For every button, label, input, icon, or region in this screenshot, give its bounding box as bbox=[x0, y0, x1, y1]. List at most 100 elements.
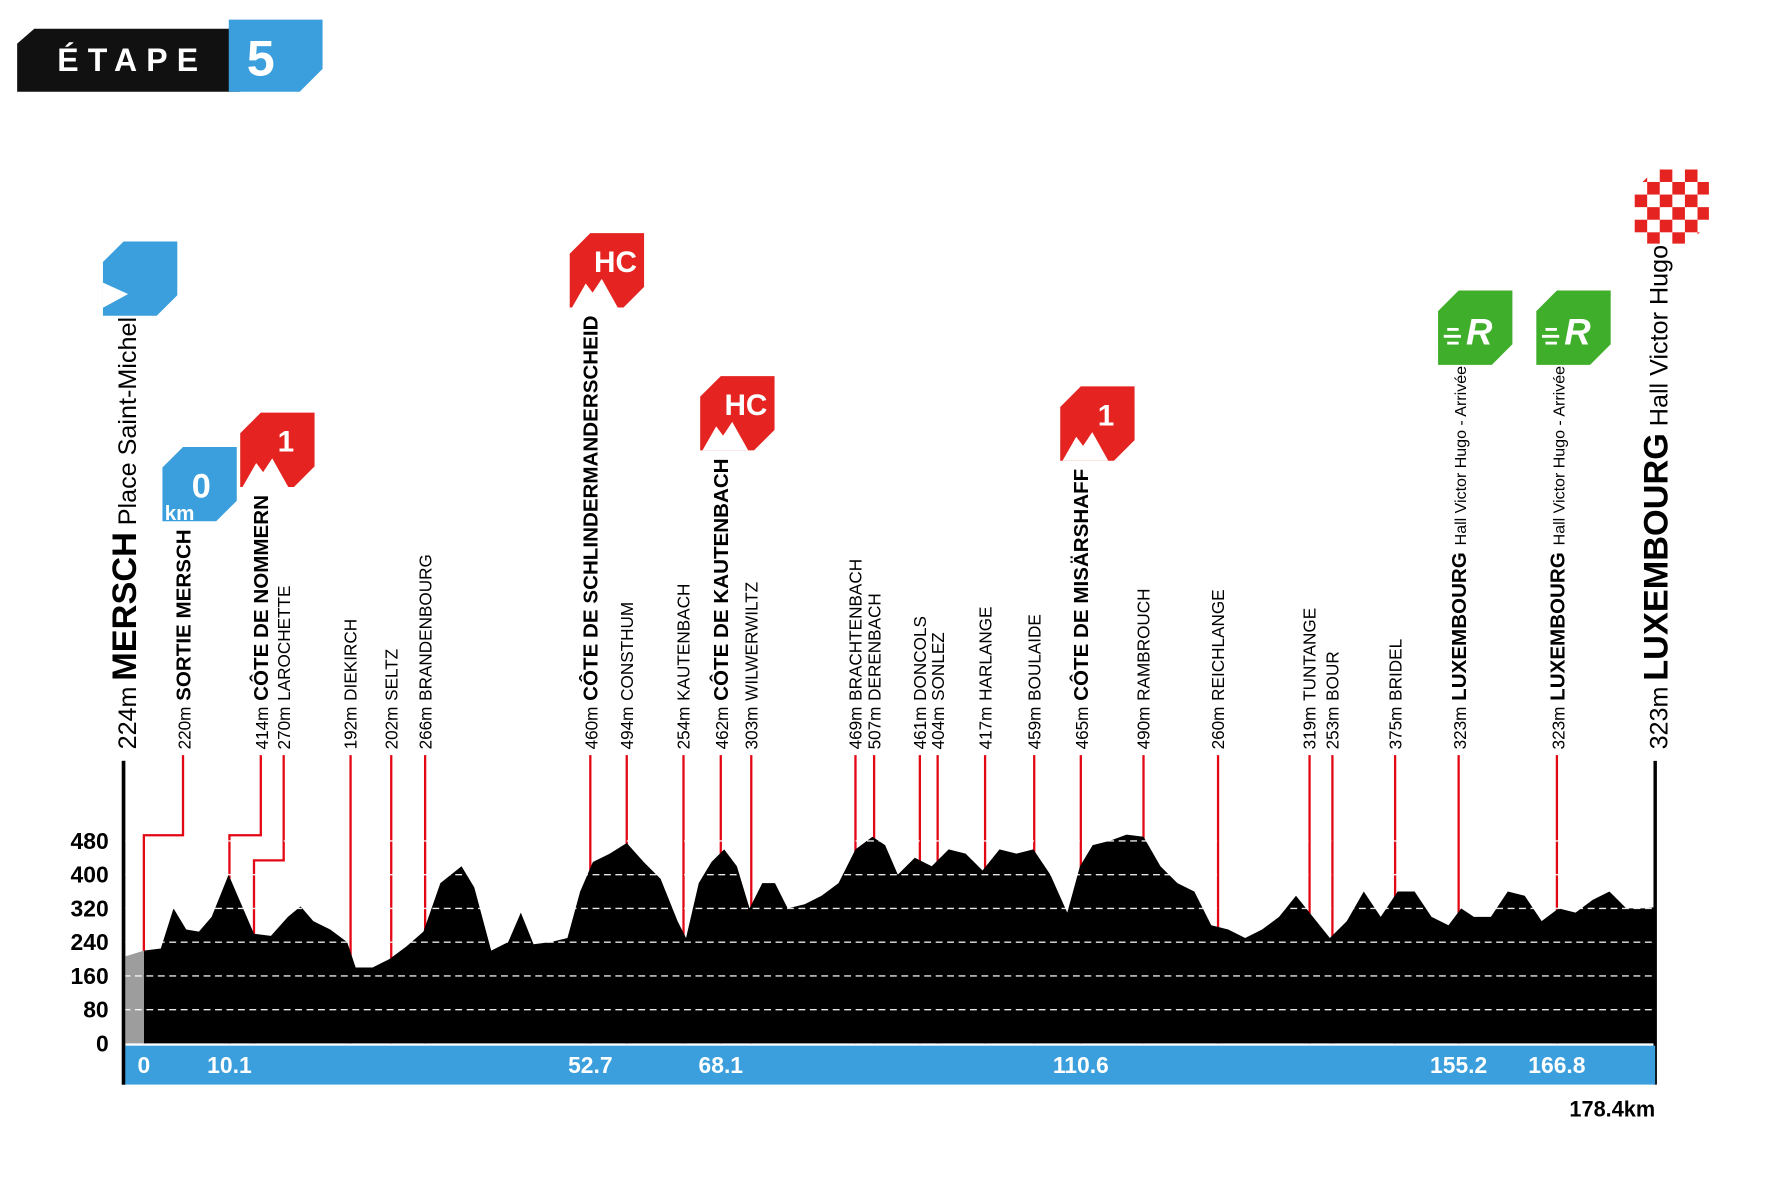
mountain-icon bbox=[572, 278, 618, 308]
waypoint-name: BRACHTENBACH bbox=[846, 559, 866, 701]
waypoint-name: LAROCHETTE bbox=[274, 586, 294, 701]
waypoint-altitude: 303m bbox=[741, 707, 761, 750]
waypoint-label: 270m LAROCHETTE bbox=[274, 586, 294, 750]
x-tick-label: 178.4km bbox=[1569, 1097, 1655, 1122]
waypoint-name: REICHLANGE bbox=[1208, 589, 1228, 700]
waypoint-altitude: 465m bbox=[1072, 707, 1092, 750]
waypoint-altitude: 260m bbox=[1208, 707, 1228, 750]
stage-header: ÉTAPE 5 bbox=[17, 19, 323, 92]
waypoint-altitude: 254m bbox=[674, 707, 694, 750]
waypoint-label: 507m DERENBACH bbox=[864, 593, 884, 749]
waypoint-altitude: 494m bbox=[617, 707, 637, 750]
y-tick-label: 320 bbox=[71, 895, 109, 921]
waypoint-name: LUXEMBOURG bbox=[1448, 552, 1471, 701]
waypoint-name: BOULAIDE bbox=[1024, 614, 1044, 701]
x-tick-label: 10.1 bbox=[207, 1052, 252, 1078]
waypoint-label: 375m BRIDEL bbox=[1385, 639, 1405, 750]
waypoint-altitude: 490m bbox=[1134, 707, 1154, 750]
checker bbox=[1647, 207, 1660, 220]
waypoint-label: 253m BOUR bbox=[1323, 651, 1343, 749]
x-tick-label: 0 bbox=[138, 1052, 151, 1078]
checker bbox=[1659, 219, 1673, 233]
waypoint-altitude: 202m bbox=[381, 707, 401, 750]
badge-text: HC bbox=[594, 246, 637, 279]
checker bbox=[1634, 219, 1648, 233]
badge-shape bbox=[162, 446, 237, 522]
checker bbox=[1684, 169, 1698, 182]
waypoint-label: 303m WILWERWILTZ bbox=[741, 582, 761, 750]
x-tick-label: 110.6 bbox=[1053, 1052, 1109, 1078]
badge-unit: km bbox=[165, 502, 195, 525]
badge-text: R bbox=[1564, 311, 1591, 352]
badge-finish bbox=[1634, 169, 1709, 244]
waypoint-name: SORTIE MERSCH bbox=[172, 529, 195, 701]
stage-label: ÉTAPE bbox=[57, 42, 207, 78]
mountain-icon bbox=[702, 421, 749, 451]
waypoint-sub: Hall Victor Hugo bbox=[1646, 245, 1674, 426]
waypoint-name: CÔTE DE KAUTENBACH bbox=[709, 458, 733, 700]
waypoint-label: 254m KAUTENBACH bbox=[674, 584, 694, 750]
badge-text: R bbox=[1466, 311, 1493, 352]
badge-shape bbox=[1536, 290, 1611, 365]
waypoint-label: 220m SORTIE MERSCH bbox=[172, 529, 195, 749]
waypoint-label: 323m LUXEMBOURG Hall Victor Hugo bbox=[1638, 245, 1676, 750]
mountain-icon bbox=[1062, 432, 1109, 461]
checker bbox=[1647, 232, 1660, 244]
waypoint-label: 404m SONLEZ bbox=[928, 632, 948, 749]
waypoint-name: LUXEMBOURG bbox=[1638, 433, 1676, 681]
waypoint-name: MERSCH bbox=[106, 532, 144, 681]
waypoint-name: WILWERWILTZ bbox=[741, 582, 761, 701]
x-tick-label: 166.8 bbox=[1528, 1052, 1585, 1078]
checker bbox=[1672, 232, 1685, 244]
badge-start bbox=[102, 241, 178, 316]
waypoint-name: HARLANGE bbox=[975, 607, 995, 701]
checker bbox=[1684, 194, 1698, 208]
badge-climb: 1 bbox=[240, 412, 315, 488]
waypoint-altitude: 270m bbox=[274, 707, 294, 750]
waypoint-label: 417m HARLANGE bbox=[975, 607, 995, 750]
waypoint-label: 462m CÔTE DE KAUTENBACH bbox=[709, 458, 733, 749]
waypoint-altitude: 460m bbox=[582, 707, 602, 750]
checker bbox=[1659, 169, 1673, 182]
waypoint-name: SELTZ bbox=[381, 649, 401, 701]
badge-climb: HC bbox=[569, 233, 645, 308]
waypoint-altitude: 459m bbox=[1024, 707, 1044, 750]
waypoint-name: KAUTENBACH bbox=[674, 584, 694, 701]
stage-number: 5 bbox=[247, 30, 275, 87]
badge-shape bbox=[1438, 290, 1513, 365]
waypoint-altitude: 404m bbox=[928, 707, 948, 750]
badge-text: 1 bbox=[1098, 399, 1115, 432]
waypoint-label: 266m BRANDENBOURG bbox=[415, 554, 435, 749]
waypoint-name: CÔTE DE MISÄRSHAFF bbox=[1069, 469, 1093, 701]
waypoint-altitude: 375m bbox=[1385, 707, 1405, 750]
y-tick-label: 240 bbox=[71, 929, 109, 955]
waypoint-name: RAMBROUCH bbox=[1134, 588, 1154, 700]
badge-sprint: R bbox=[1438, 290, 1513, 365]
y-tick-label: 0 bbox=[96, 1030, 109, 1056]
header-black bbox=[17, 28, 241, 92]
waypoint-name: CONSTHUM bbox=[617, 602, 637, 701]
waypoint-altitude: 220m bbox=[174, 707, 194, 750]
checker bbox=[1697, 207, 1709, 220]
x-tick-label: 155.2 bbox=[1430, 1052, 1487, 1078]
badge-km: 0km bbox=[162, 446, 237, 525]
waypoint-altitude: 469m bbox=[846, 707, 866, 750]
checker bbox=[1647, 181, 1660, 195]
waypoint-label: 192m DIEKIRCH bbox=[341, 619, 361, 750]
y-tick-label: 400 bbox=[71, 862, 109, 888]
waypoint-name: DIEKIRCH bbox=[341, 619, 361, 701]
waypoint-altitude: 461m bbox=[910, 707, 930, 750]
checker bbox=[1697, 181, 1709, 195]
badge-climb: HC bbox=[700, 376, 775, 451]
waypoint-altitude: 462m bbox=[712, 707, 732, 750]
waypoint-label: 323m LUXEMBOURG Hall Victor Hugo - Arrivée bbox=[1448, 366, 1471, 750]
x-tick-label: 52.7 bbox=[568, 1052, 613, 1078]
badge-shape bbox=[102, 241, 178, 316]
y-tick-label: 80 bbox=[83, 997, 108, 1023]
waypoint-label: 319m TUNTANGE bbox=[1300, 608, 1320, 750]
waypoint-label: 323m LUXEMBOURG Hall Victor Hugo - Arrivée bbox=[1546, 366, 1569, 750]
y-tick-label: 160 bbox=[71, 963, 109, 989]
waypoint-label: 494m CONSTHUM bbox=[617, 602, 637, 750]
